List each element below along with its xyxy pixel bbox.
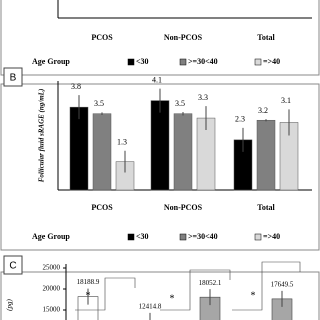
legend-label: =>40 xyxy=(263,57,280,66)
x-tick-label: Total xyxy=(257,33,275,42)
x-tick-label: PCOS xyxy=(91,203,113,212)
value-label: 4.1 xyxy=(152,75,162,84)
legend-label: =>40 xyxy=(263,232,280,241)
bracket xyxy=(160,269,231,311)
bracket xyxy=(75,277,136,311)
value-label: 12414.8 xyxy=(139,302,162,310)
legend-swatch xyxy=(127,58,135,66)
value-label: 18188.9 xyxy=(77,278,100,286)
y-axis-label: (pg) xyxy=(6,299,14,311)
value-label: 17649.5 xyxy=(271,280,294,288)
panel-label: B xyxy=(10,73,17,84)
value-label: 3.1 xyxy=(281,96,291,105)
value-label: 3.3 xyxy=(198,93,208,102)
legend-title: Age Group xyxy=(32,57,70,66)
y-tick-label: 15000 xyxy=(43,306,61,314)
bar xyxy=(150,100,170,191)
bracket xyxy=(232,261,301,311)
annotation: * xyxy=(251,290,256,301)
annotation: * xyxy=(170,293,175,304)
bar xyxy=(92,113,112,191)
panel-frame xyxy=(0,83,320,251)
panel-label-box xyxy=(3,255,23,275)
value-label: 3.5 xyxy=(175,99,185,108)
annotation: * xyxy=(86,290,91,301)
y-axis-label: Follicular fluid sRAGE (ng/mL) xyxy=(38,89,46,183)
value-label: 3.8 xyxy=(71,82,81,91)
panel-label: C xyxy=(9,261,16,272)
y-tick-label: 25000 xyxy=(43,264,61,272)
legend-label: >=30<40 xyxy=(188,232,218,241)
panel-label-box xyxy=(3,67,23,87)
legend-swatch xyxy=(127,233,135,241)
x-tick-label: Non-PCOS xyxy=(164,33,203,42)
x-tick-label: Total xyxy=(257,203,275,212)
legend-label: <30 xyxy=(136,57,149,66)
legend-title: Age Group xyxy=(32,232,70,241)
legend-swatch xyxy=(254,58,262,66)
x-tick-label: PCOS xyxy=(91,33,113,42)
value-label: 3.5 xyxy=(94,99,104,108)
bar xyxy=(69,106,89,191)
value-label: 3.2 xyxy=(258,106,268,115)
legend-label: >=30<40 xyxy=(188,57,218,66)
value-label: 18052.1 xyxy=(199,279,222,287)
legend-swatch xyxy=(254,233,262,241)
x-tick-label: Non-PCOS xyxy=(164,203,203,212)
bar xyxy=(256,119,276,191)
legend-swatch xyxy=(179,58,187,66)
legend-label: <30 xyxy=(136,232,149,241)
legend-swatch xyxy=(179,233,187,241)
panel-frame xyxy=(0,0,320,76)
value-label: 1.3 xyxy=(117,138,127,147)
bar xyxy=(173,113,193,191)
value-label: 2.3 xyxy=(235,115,245,124)
y-tick-label: 20000 xyxy=(43,285,61,293)
panel-frame xyxy=(0,271,320,320)
